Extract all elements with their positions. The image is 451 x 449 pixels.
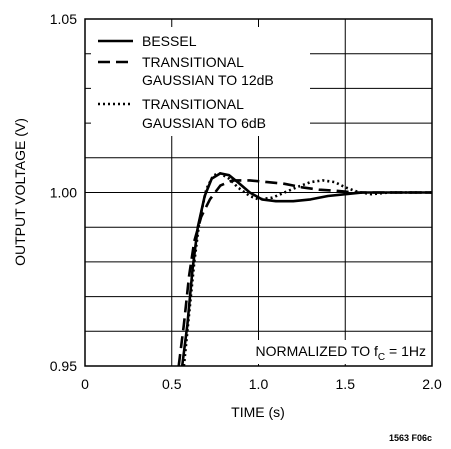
series-line-gaussian-6db bbox=[182, 172, 432, 367]
annotation-suffix: = 1Hz bbox=[385, 343, 426, 359]
annotation-background bbox=[222, 340, 430, 364]
series-lines bbox=[177, 172, 432, 367]
y-tick-label: 1.05 bbox=[50, 11, 77, 27]
legend-label-bessel: BESSEL bbox=[142, 33, 197, 49]
x-tick-label: 0 bbox=[81, 376, 89, 392]
legend-background bbox=[91, 27, 310, 136]
x-tick-label: 0.5 bbox=[162, 376, 182, 392]
y-axis-title: OUTPUT VOLTAGE (V) bbox=[12, 118, 28, 266]
y-tick-labels: 0.95 1.00 1.05 bbox=[50, 11, 77, 374]
y-tick-label: 0.95 bbox=[50, 358, 77, 374]
legend-label-gaussian-6db-line2: GAUSSIAN TO 6dB bbox=[142, 115, 266, 131]
annotation-subscript: C bbox=[378, 352, 385, 363]
x-axis-title: TIME (s) bbox=[231, 404, 285, 420]
x-tick-label: 2.0 bbox=[422, 376, 442, 392]
x-tick-labels: 0 0.5 1.0 1.5 2.0 bbox=[81, 376, 442, 392]
x-tick-label: 1.5 bbox=[336, 376, 356, 392]
y-tick-label: 1.00 bbox=[50, 185, 77, 201]
series-line-gaussian-12db bbox=[177, 179, 432, 367]
annotation-prefix: NORMALIZED TO f bbox=[256, 343, 379, 359]
series-line-bessel bbox=[180, 172, 432, 367]
legend-label-gaussian-12db-line1: TRANSITIONAL bbox=[142, 54, 244, 70]
plot-frame bbox=[84, 18, 433, 367]
legend-label-gaussian-6db-line1: TRANSITIONAL bbox=[142, 96, 244, 112]
normalization-annotation: NORMALIZED TO fC = 1Hz bbox=[256, 343, 426, 363]
legend-label-gaussian-12db-line2: GAUSSIAN TO 12dB bbox=[142, 72, 274, 88]
x-tick-label: 1.0 bbox=[249, 376, 269, 392]
figure-id: 1563 F06c bbox=[389, 433, 432, 443]
